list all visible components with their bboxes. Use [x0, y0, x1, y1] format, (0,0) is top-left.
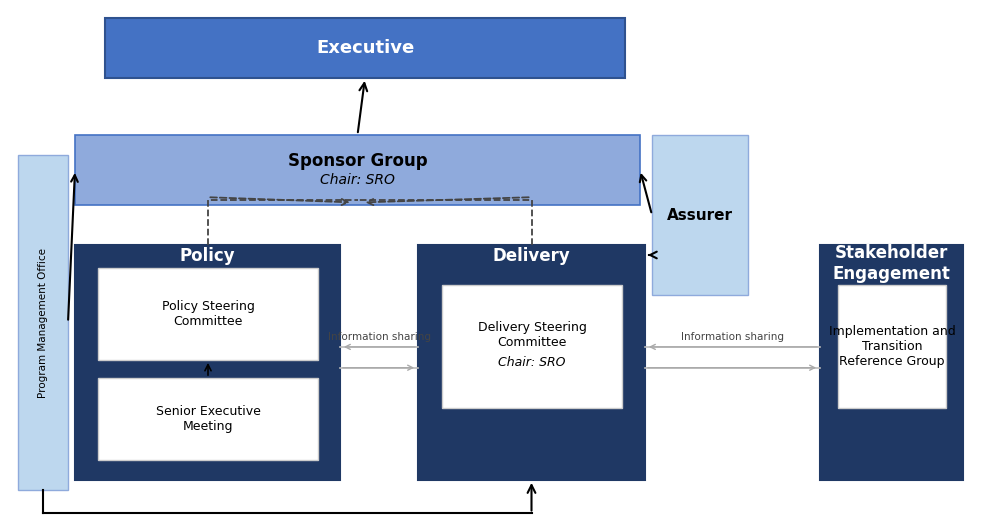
Bar — [98, 378, 318, 460]
Text: Implementation and
Transition
Reference Group: Implementation and Transition Reference … — [829, 325, 955, 368]
Text: Executive: Executive — [316, 39, 414, 57]
Bar — [105, 18, 625, 78]
FancyArrowPatch shape — [357, 83, 367, 132]
Bar — [838, 285, 946, 408]
FancyArrowPatch shape — [68, 175, 78, 320]
Text: Delivery: Delivery — [493, 248, 570, 265]
FancyArrowPatch shape — [640, 175, 651, 212]
FancyArrowPatch shape — [649, 252, 656, 258]
Bar — [75, 245, 340, 480]
FancyArrowPatch shape — [346, 344, 415, 349]
Bar — [442, 285, 622, 408]
FancyArrowPatch shape — [650, 344, 817, 349]
Bar — [820, 245, 963, 480]
Text: Stakeholder
Engagement: Stakeholder Engagement — [833, 244, 950, 282]
FancyArrowPatch shape — [647, 365, 815, 370]
Text: Delivery Steering
Committee: Delivery Steering Committee — [477, 321, 586, 349]
Text: Assurer: Assurer — [667, 207, 733, 223]
Text: Policy: Policy — [180, 248, 236, 265]
Text: Policy Steering
Committee: Policy Steering Committee — [161, 300, 254, 328]
Text: Information sharing: Information sharing — [328, 332, 431, 342]
Bar — [18, 155, 68, 490]
Bar — [418, 245, 645, 480]
Bar — [75, 135, 640, 205]
Text: Information sharing: Information sharing — [681, 332, 784, 342]
Bar — [98, 268, 318, 360]
Bar — [652, 135, 748, 295]
FancyArrowPatch shape — [343, 365, 413, 370]
Text: Senior Executive
Meeting: Senior Executive Meeting — [155, 405, 260, 433]
FancyArrowPatch shape — [205, 365, 211, 375]
Text: Program Management Office: Program Management Office — [38, 248, 48, 397]
Text: Chair: SRO: Chair: SRO — [320, 173, 395, 187]
FancyArrowPatch shape — [528, 485, 536, 511]
FancyArrowPatch shape — [210, 197, 347, 205]
Text: Chair: SRO: Chair: SRO — [498, 356, 565, 369]
Text: Sponsor Group: Sponsor Group — [288, 152, 428, 170]
FancyArrowPatch shape — [367, 197, 529, 205]
